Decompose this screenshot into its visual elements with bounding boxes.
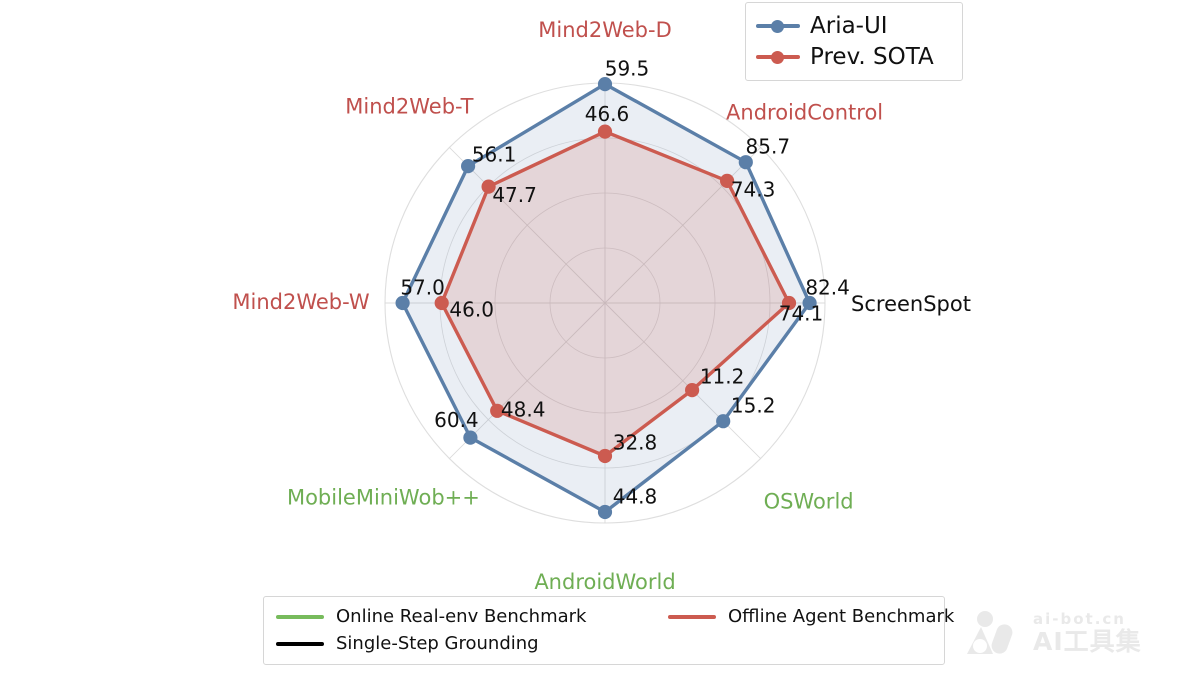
value-label: 46.6 bbox=[585, 102, 630, 126]
data-point bbox=[463, 430, 478, 445]
axis-label-mind2web-d: Mind2Web-D bbox=[538, 18, 672, 42]
legend-label-online-real-env: Online Real-env Benchmark bbox=[336, 606, 587, 627]
data-point bbox=[490, 403, 505, 418]
data-point bbox=[597, 504, 613, 520]
data-point bbox=[716, 414, 731, 429]
radar-series-points bbox=[395, 77, 817, 520]
legend-label-aria-ui: Aria-UI bbox=[810, 12, 888, 39]
data-point bbox=[597, 77, 613, 92]
watermark: ai-bot.cn AI工具集 bbox=[963, 601, 1191, 665]
data-point bbox=[395, 295, 410, 311]
data-point bbox=[738, 155, 753, 170]
axis-label-osworld: OSWorld bbox=[764, 490, 854, 514]
data-point bbox=[802, 295, 817, 311]
radar-series-areas bbox=[400, 82, 812, 514]
axis-label-mobileminiwob-: MobileMiniWob++ bbox=[287, 486, 480, 510]
category-legend-row-1: Online Real-env Benchmark Offline Agent … bbox=[276, 603, 954, 630]
legend-swatch-line-marker-icon bbox=[756, 19, 800, 33]
data-point bbox=[720, 173, 735, 188]
legend-label-offline-agent: Offline Agent Benchmark bbox=[728, 606, 955, 627]
legend-label-single-step-grounding: Single-Step Grounding bbox=[336, 633, 539, 654]
axis-label-mind2web-w: Mind2Web-W bbox=[232, 290, 369, 314]
value-label: 59.5 bbox=[605, 57, 650, 81]
radar-value-labels: 59.5 85.7 82.4 15.2 44.8 60.4 57.0 56.1 46.6 74.3… bbox=[400, 57, 850, 509]
value-label: 44.8 bbox=[613, 485, 658, 509]
axis-label-screenspot: ScreenSpot bbox=[851, 292, 971, 316]
value-label: 48.4 bbox=[501, 397, 546, 421]
watermark-text: ai-bot.cn AI工具集 bbox=[1033, 609, 1142, 656]
value-label: 82.4 bbox=[805, 276, 850, 300]
data-point bbox=[434, 295, 449, 311]
legend-swatch-line-icon bbox=[276, 641, 324, 646]
radar-axis-labels: Mind2Web-D AndroidControl ScreenSpot OSWorl… bbox=[232, 18, 971, 594]
legend-swatch-line-marker-icon bbox=[756, 50, 800, 64]
legend-item-aria-ui[interactable]: Aria-UI bbox=[756, 10, 952, 41]
series-legend: Aria-UI Prev. SOTA bbox=[745, 2, 963, 81]
legend-swatch-line-icon bbox=[668, 614, 716, 619]
legend-item-offline-agent[interactable]: Offline Agent Benchmark bbox=[668, 606, 954, 627]
value-label: 15.2 bbox=[731, 394, 776, 418]
axis-label-androidcontrol: AndroidControl bbox=[726, 100, 883, 124]
value-label: 74.3 bbox=[731, 177, 776, 201]
data-point bbox=[597, 124, 613, 139]
axis-label-mind2web-t: Mind2Web-T bbox=[345, 94, 473, 118]
value-label: 60.4 bbox=[434, 408, 479, 432]
legend-item-prev-sota[interactable]: Prev. SOTA bbox=[756, 41, 952, 72]
data-point bbox=[461, 159, 476, 174]
legend-item-single-step-grounding[interactable]: Single-Step Grounding bbox=[276, 633, 668, 654]
axis-label-androidworld: AndroidWorld bbox=[534, 570, 675, 594]
data-point bbox=[597, 448, 613, 464]
legend-label-prev-sota: Prev. SOTA bbox=[810, 43, 934, 70]
data-point bbox=[781, 295, 797, 311]
legend-swatch-line-icon bbox=[276, 614, 324, 619]
category-legend: Online Real-env Benchmark Offline Agent … bbox=[263, 596, 954, 665]
data-point bbox=[481, 179, 496, 194]
value-label: 74.1 bbox=[779, 302, 824, 326]
value-label: 11.2 bbox=[700, 365, 745, 389]
data-point bbox=[685, 383, 700, 398]
legend-item-online-real-env[interactable]: Online Real-env Benchmark bbox=[276, 606, 668, 627]
category-legend-row-2: Single-Step Grounding bbox=[276, 630, 932, 657]
value-label: 46.0 bbox=[449, 298, 494, 322]
value-label: 56.1 bbox=[472, 143, 517, 167]
value-label: 85.7 bbox=[746, 135, 791, 159]
value-label: 47.7 bbox=[492, 183, 537, 207]
watermark-domain: ai-bot.cn bbox=[1033, 609, 1126, 628]
value-label: 32.8 bbox=[613, 431, 658, 455]
watermark-brand: AI工具集 bbox=[1033, 626, 1142, 656]
watermark-logo-icon bbox=[963, 610, 1023, 656]
value-label: 57.0 bbox=[400, 276, 445, 300]
